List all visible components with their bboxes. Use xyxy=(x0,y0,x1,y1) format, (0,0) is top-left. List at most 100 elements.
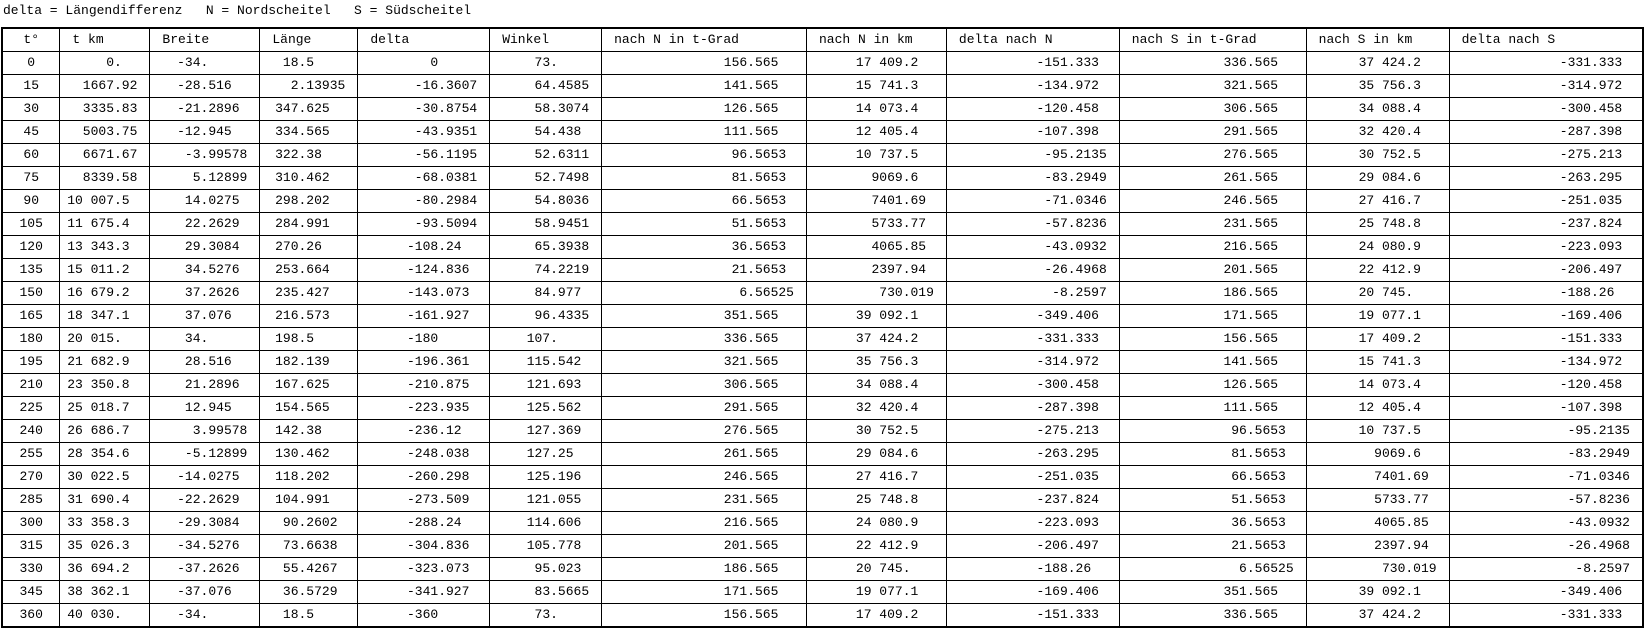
cell: 336.565 xyxy=(601,327,807,351)
cell: 81.5653 xyxy=(1118,442,1307,466)
cell: 55.4267 xyxy=(259,557,359,581)
cell: 66.5653 xyxy=(1118,465,1307,489)
cell: 28.516 xyxy=(149,350,261,374)
cell: -30.8754 xyxy=(357,97,491,121)
cell: 6671.67 xyxy=(59,143,151,167)
cell: 12 405.4 xyxy=(805,120,947,144)
cell: -22.2629 xyxy=(149,488,261,512)
cell: 30 752.5 xyxy=(805,419,947,443)
cell: 165 xyxy=(1,304,61,328)
cell: 66.5653 xyxy=(601,189,807,213)
cell: -237.824 xyxy=(945,488,1120,512)
cell: 104.991 xyxy=(259,488,359,512)
cell: 9069.6 xyxy=(1305,442,1450,466)
cell: 730.019 xyxy=(1305,557,1450,581)
cell: 12 405.4 xyxy=(1305,396,1450,420)
cell: 231.565 xyxy=(601,488,807,512)
cell: -223.935 xyxy=(357,396,491,420)
cell: -43.0932 xyxy=(1448,511,1644,535)
cell: -251.035 xyxy=(1448,189,1644,213)
cell: 216.573 xyxy=(259,304,359,328)
cell: -134.972 xyxy=(945,74,1120,98)
column-header: delta xyxy=(357,27,491,52)
cell: 121.693 xyxy=(489,373,603,397)
cell: 13 343.3 xyxy=(59,235,151,259)
cell: -80.2984 xyxy=(357,189,491,213)
cell: -14.0275 xyxy=(149,465,261,489)
cell: -108.24 xyxy=(357,235,491,259)
cell: -107.398 xyxy=(945,120,1120,144)
cell: 34 088.4 xyxy=(1305,97,1450,121)
cell: 31 690.4 xyxy=(59,488,151,512)
cell: 171.565 xyxy=(601,580,807,604)
cell: 111.565 xyxy=(601,120,807,144)
cell: 84.977 xyxy=(489,281,603,305)
cell: 330 xyxy=(1,557,61,581)
cell: 6.56525 xyxy=(1118,557,1307,581)
cell: 65.3938 xyxy=(489,235,603,259)
cell: 235.427 xyxy=(259,281,359,305)
cell: 64.4585 xyxy=(489,74,603,98)
cell: 154.565 xyxy=(259,396,359,420)
cell: 25 018.7 xyxy=(59,396,151,420)
cell: -349.406 xyxy=(945,304,1120,328)
column-header: t° xyxy=(1,27,61,52)
cell: -188.26 xyxy=(1448,281,1644,305)
cell: -206.497 xyxy=(945,534,1120,558)
cell: 121.055 xyxy=(489,488,603,512)
cell: -43.9351 xyxy=(357,120,491,144)
cell: 186.565 xyxy=(1118,281,1307,305)
cell: 19 077.1 xyxy=(805,580,947,604)
cell: 30 752.5 xyxy=(1305,143,1450,167)
cell: 127.25 xyxy=(489,442,603,466)
cell: -314.972 xyxy=(1448,74,1644,98)
cell: -169.406 xyxy=(945,580,1120,604)
cell: 0. xyxy=(59,51,151,75)
cell: 37 424.2 xyxy=(805,327,947,351)
cell: 298.202 xyxy=(259,189,359,213)
cell: 27 416.7 xyxy=(1305,189,1450,213)
cell: 35 756.3 xyxy=(805,350,947,374)
cell: 96.5653 xyxy=(1118,419,1307,443)
cell: -5.12899 xyxy=(149,442,261,466)
cell: 36.5653 xyxy=(601,235,807,259)
cell: -134.972 xyxy=(1448,350,1644,374)
cell: -8.2597 xyxy=(1448,557,1644,581)
cell: 51.5653 xyxy=(1118,488,1307,512)
cell: 23 350.8 xyxy=(59,373,151,397)
cell: 2397.94 xyxy=(1305,534,1450,558)
cell: -83.2949 xyxy=(1448,442,1644,466)
cell: 81.5653 xyxy=(601,166,807,190)
table-row: 0 0. -34. 18.5 0 73. 156.565 17 409.2 -15… xyxy=(1,51,1644,75)
cell: 15 xyxy=(1,74,61,98)
cell: -360 xyxy=(357,603,491,628)
cell: 22 412.9 xyxy=(805,534,947,558)
column-header: nach S in km xyxy=(1305,27,1450,52)
cell: 17 409.2 xyxy=(1305,327,1450,351)
cell: 58.3074 xyxy=(489,97,603,121)
cell: -323.073 xyxy=(357,557,491,581)
cell: 29 084.6 xyxy=(1305,166,1450,190)
cell: 22.2629 xyxy=(149,212,261,236)
cell: -26.4968 xyxy=(945,258,1120,282)
cell: 261.565 xyxy=(1118,166,1307,190)
cell: -273.509 xyxy=(357,488,491,512)
cell: -83.2949 xyxy=(945,166,1120,190)
cell: 29.3084 xyxy=(149,235,261,259)
cell: 360 xyxy=(1,603,61,628)
cell: 83.5665 xyxy=(489,580,603,604)
cell: 45 xyxy=(1,120,61,144)
cell: 351.565 xyxy=(601,304,807,328)
cell: 10 737.5 xyxy=(1305,419,1450,443)
cell: 216.565 xyxy=(1118,235,1307,259)
cell: -161.927 xyxy=(357,304,491,328)
cell: 306.565 xyxy=(1118,97,1307,121)
cell: -56.1195 xyxy=(357,143,491,167)
cell: 10 737.5 xyxy=(805,143,947,167)
cell: -288.24 xyxy=(357,511,491,535)
table-row: 75 8339.58 5.12899 310.462 -68.0381 52.7498 8… xyxy=(1,166,1644,190)
cell: 182.139 xyxy=(259,350,359,374)
cell: 38 362.1 xyxy=(59,580,151,604)
table-row: 210 23 350.8 21.2896 167.625 -210.875 121… xyxy=(1,373,1644,397)
cell: -349.406 xyxy=(1448,580,1644,604)
